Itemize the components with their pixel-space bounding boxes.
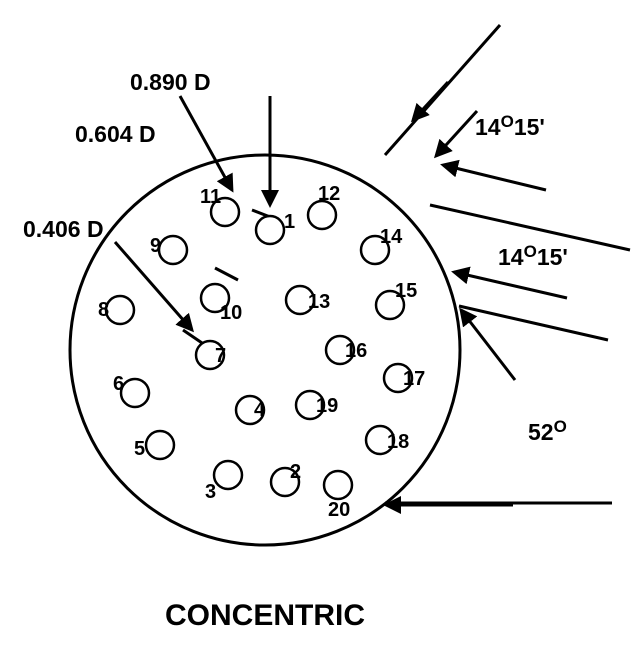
arrow-0 (180, 96, 232, 190)
pin-label-19: 19 (316, 395, 338, 417)
arrow-6 (454, 272, 567, 298)
pin-3 (214, 461, 242, 489)
ring-tick-1 (215, 268, 238, 280)
pin-label-9: 9 (150, 235, 161, 257)
dim-label-2: 0.406 D (23, 216, 104, 242)
pin-label-10: 10 (220, 302, 242, 324)
angle-label-2: 52O (528, 417, 567, 445)
pin-label-3: 3 (205, 481, 216, 503)
pin-9 (159, 236, 187, 264)
pin-label-16: 16 (345, 340, 367, 362)
pin-label-12: 12 (318, 183, 340, 205)
pin-label-15: 15 (395, 280, 417, 302)
pin-label-18: 18 (387, 431, 409, 453)
arrow-3 (413, 82, 448, 120)
dim-label-0: 0.890 D (130, 69, 211, 95)
pin-label-4: 4 (254, 399, 266, 421)
pin-20 (324, 471, 352, 499)
dim-label-1: 0.604 D (75, 121, 156, 147)
pin-label-11: 11 (200, 186, 221, 208)
angle-label-0: 14O15' (475, 112, 545, 140)
pin-label-20: 20 (328, 499, 350, 521)
pin-label-7: 7 (215, 345, 226, 367)
pin-label-14: 14 (380, 226, 403, 248)
title-text: CONCENTRIC (165, 599, 365, 632)
pin-6 (121, 379, 149, 407)
arrow-7 (461, 310, 515, 380)
pin-label-5: 5 (134, 438, 145, 460)
arrow-5 (443, 165, 546, 190)
pin-label-2: 2 (290, 461, 301, 483)
pin-label-13: 13 (308, 291, 330, 313)
pin-5 (146, 431, 174, 459)
pin-label-1: 1 (284, 211, 295, 233)
pin-8 (106, 296, 134, 324)
angle-label-1: 14O15' (498, 242, 568, 270)
pin-label-17: 17 (403, 368, 425, 390)
pin-1 (256, 216, 284, 244)
arrow-4 (436, 111, 477, 156)
pin-label-8: 8 (98, 299, 109, 321)
pin-12 (308, 201, 336, 229)
pin-label-6: 6 (113, 373, 124, 395)
